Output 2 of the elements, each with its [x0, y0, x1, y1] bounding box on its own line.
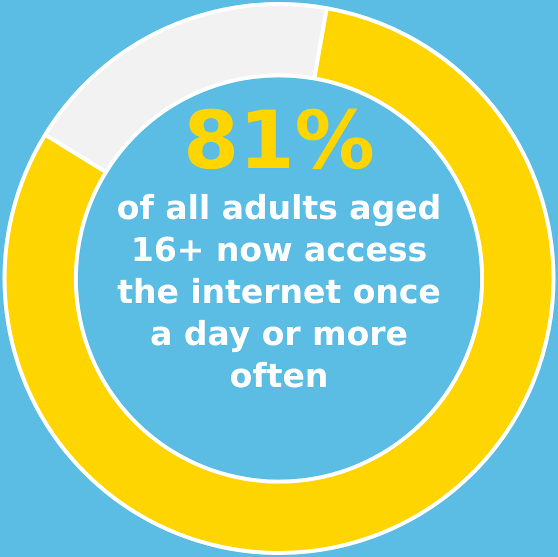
text: 81%: [182, 94, 376, 187]
text: of all adults aged 16+ now access the internet once a day or more often: [116, 187, 442, 397]
